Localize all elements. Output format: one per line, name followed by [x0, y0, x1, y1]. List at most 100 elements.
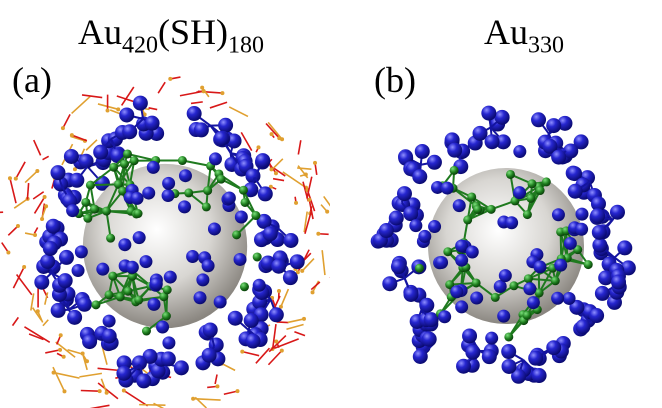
gold-atom	[590, 208, 606, 224]
ligand-bond	[297, 140, 302, 155]
ligand-bond	[271, 324, 277, 349]
gold-atom	[142, 186, 156, 200]
panel-a: Au420(SH)180 (a)	[0, 0, 330, 408]
gold-atom	[245, 333, 261, 349]
gold-atom	[233, 252, 247, 266]
ligand-atom	[61, 354, 66, 359]
ligand-atom	[69, 133, 74, 138]
gold-atom	[533, 260, 547, 274]
gold-atom	[252, 278, 266, 292]
core-atom	[414, 263, 424, 273]
ligand-bond	[45, 349, 61, 354]
gold-atom	[282, 270, 298, 286]
gold-atom	[207, 222, 221, 236]
ligand-atom	[313, 160, 318, 165]
ligand-bond	[306, 176, 313, 199]
core-atom	[535, 186, 545, 196]
core-atom	[471, 278, 481, 288]
gold-atom	[186, 106, 202, 122]
gold-atom	[452, 199, 466, 213]
ligand-bond	[32, 191, 45, 200]
ligand-atom	[42, 195, 47, 200]
core-atom	[134, 295, 144, 305]
gold-atom	[523, 282, 537, 296]
ligand-bond	[157, 81, 166, 94]
gold-atom	[481, 105, 497, 121]
gold-atom	[396, 186, 412, 202]
gold-atom	[620, 260, 636, 276]
gold-atom	[289, 254, 305, 270]
gold-atom	[455, 300, 469, 314]
gold-atom	[71, 264, 85, 278]
gold-atom	[147, 297, 161, 311]
ligand-bond	[42, 155, 50, 161]
ligand-bond	[228, 106, 249, 118]
ligand-atom	[7, 176, 12, 181]
ligand-bond	[80, 389, 100, 392]
core-atom	[509, 281, 519, 291]
core-atom	[550, 276, 560, 286]
gold-atom	[271, 258, 287, 274]
ligand-bond	[97, 367, 119, 372]
core-atom	[522, 210, 532, 220]
core-atom	[120, 159, 130, 169]
gold-atom	[58, 249, 74, 265]
core-atom	[239, 282, 249, 292]
ligand-atom	[215, 384, 220, 389]
panel-b-label: (b)	[374, 60, 416, 100]
ligand-bond	[37, 310, 44, 323]
gold-atom	[412, 349, 428, 365]
gold-atom	[495, 134, 511, 150]
core-atom	[108, 271, 118, 281]
core-atom	[583, 260, 593, 270]
gold-atom	[494, 109, 510, 125]
ligand-atom	[33, 233, 38, 238]
gold-atom	[438, 310, 452, 324]
ligand-atom	[85, 359, 90, 364]
gold-atom	[435, 255, 449, 269]
core-bond	[528, 277, 556, 282]
ligand-atom	[279, 348, 284, 353]
core-atom	[490, 292, 500, 302]
ligand-bond	[323, 195, 330, 207]
ligand-atom	[97, 389, 102, 394]
ligand-bond	[30, 293, 35, 311]
gold-atom	[178, 169, 192, 183]
ligand-bond	[139, 403, 166, 407]
ligand-bond	[321, 250, 326, 276]
ligand-atom	[240, 349, 245, 354]
ligand-atom	[35, 169, 40, 174]
gold-atom	[227, 310, 243, 326]
gold-atom	[426, 154, 442, 170]
ligand-atom	[300, 268, 305, 273]
core-atom	[473, 204, 483, 214]
ligand-atom	[116, 107, 121, 112]
gold-atom	[542, 138, 558, 154]
ligand-bond	[70, 135, 86, 142]
ligand-bond	[33, 139, 42, 156]
ligand-bond	[209, 101, 228, 109]
ligand-bond	[44, 292, 49, 305]
gold-atom	[50, 165, 66, 181]
ligand-atom	[294, 200, 299, 205]
gold-atom	[546, 340, 562, 356]
panel-b: Au330 (b)	[330, 0, 662, 408]
inner-gold-atoms	[66, 152, 266, 350]
gold-atom	[528, 350, 544, 366]
gold-atom	[132, 231, 146, 245]
gold-atom	[202, 322, 218, 338]
gold-atom	[82, 334, 98, 350]
core-sphere	[428, 168, 584, 324]
ligand-atom	[302, 316, 307, 321]
core-atom	[486, 204, 496, 214]
ligand-bond	[71, 95, 91, 115]
gold-atom	[440, 181, 454, 195]
gold-atom	[201, 347, 217, 363]
ligand-bond	[9, 178, 17, 204]
gold-atom	[139, 255, 153, 269]
gold-atom	[465, 245, 479, 259]
ligand-bond	[24, 170, 38, 184]
gold-atom	[575, 207, 589, 221]
core-atom	[203, 186, 213, 196]
gold-atom	[513, 186, 527, 200]
